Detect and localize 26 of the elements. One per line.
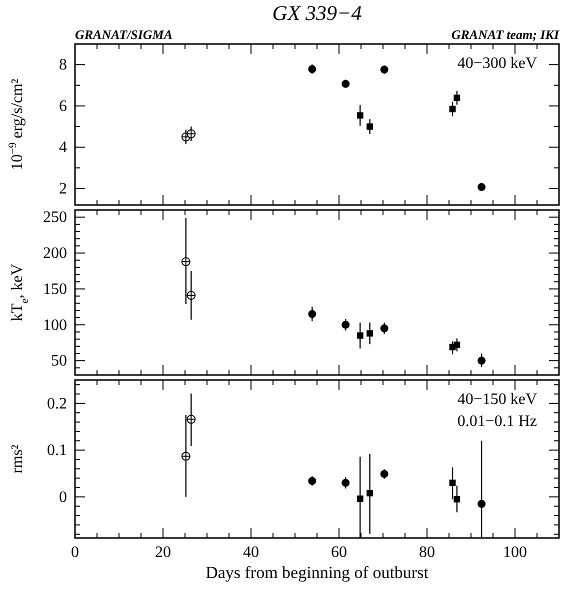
y-tick-label: 0.1 <box>47 442 67 460</box>
y-tick-label: 0 <box>59 488 67 506</box>
chart-title: GX 339−4 <box>272 1 362 25</box>
y-tick-label: 0.2 <box>47 395 67 412</box>
text: GRANAT team; IKI <box>451 27 560 42</box>
y-tick-label: 150 <box>43 280 67 298</box>
y-tick-label: 2 <box>59 180 67 198</box>
y-tick-label: 250 <box>43 209 67 226</box>
y-axis-title: rms² <box>9 444 26 474</box>
y-tick-label: 100 <box>43 316 67 334</box>
x-tick-label: 100 <box>503 544 527 561</box>
x-tick-label: 60 <box>331 544 347 561</box>
annotation: 0.01−0.1 Hz <box>457 413 537 430</box>
text: GRANAT/SIGMA <box>75 27 173 42</box>
annotation: 40−150 keV <box>457 391 538 408</box>
x-tick-label: 80 <box>419 544 435 561</box>
x-tick-label: 0 <box>71 544 79 561</box>
y-tick-label: 8 <box>59 56 67 74</box>
x-axis-title: Days from beginning of outburst <box>206 563 429 582</box>
y-tick-label: 200 <box>43 245 67 262</box>
x-tick-label: 40 <box>243 544 259 561</box>
y-tick-label: 4 <box>59 139 67 156</box>
y-tick-label: 6 <box>59 98 67 115</box>
x-tick-label: 20 <box>155 544 171 561</box>
y-tick-label: 50 <box>51 352 67 370</box>
annotation: 40−300 keV <box>457 55 538 72</box>
